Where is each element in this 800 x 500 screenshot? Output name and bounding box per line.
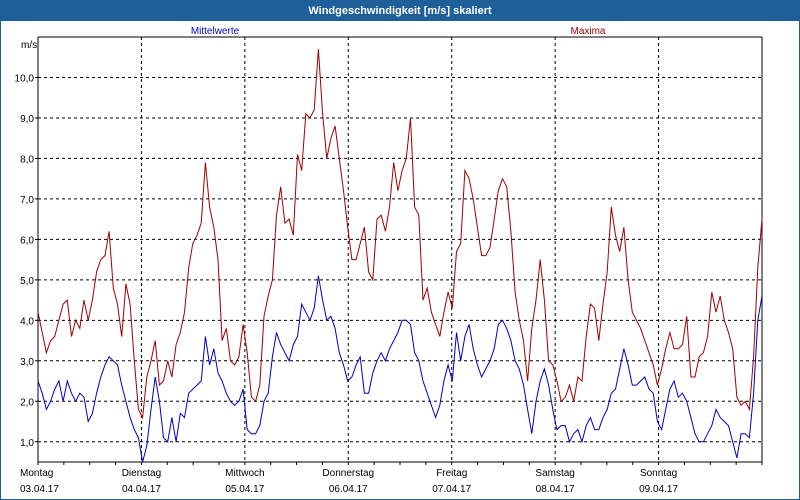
x-day-name: Sonntag: [640, 468, 677, 479]
y-tick-label: 8,0: [20, 154, 34, 165]
legend-mittelwerte: Mittelwerte: [191, 26, 240, 37]
x-day-date: 05.04.17: [225, 484, 264, 495]
y-axis-unit: m/s: [21, 40, 37, 51]
x-day-name: Freitag: [436, 468, 467, 479]
x-day-name: Mittwoch: [225, 468, 264, 479]
x-day-name: Donnerstag: [322, 468, 374, 479]
x-day-date: 08.04.17: [536, 484, 575, 495]
y-tick-label: 7,0: [20, 195, 34, 206]
series-lines: [37, 49, 763, 463]
x-day-date: 09.04.17: [639, 484, 678, 495]
series-line-maxima: [37, 49, 763, 420]
y-tick-labels: 1,0 2,0 3,0 4,0 5,0 6,0 7,0 8,0 9,0 10,0: [15, 73, 35, 448]
x-day-name: Dienstag: [122, 468, 161, 479]
legend-maxima: Maxima: [570, 26, 605, 37]
x-day-date: 03.04.17: [20, 484, 59, 495]
y-tick-label: 2,0: [20, 397, 34, 408]
plot-frame: [37, 36, 763, 463]
window-title: Windgeschwindigkeit [m/s] skaliert: [1, 1, 799, 21]
y-tick-label: 5,0: [20, 276, 34, 287]
y-tick-label: 3,0: [20, 357, 34, 368]
x-day-name: Montag: [20, 468, 53, 479]
x-day-labels: Montag 03.04.17 Dienstag 04.04.17 Mittwoch 05…: [20, 468, 678, 495]
y-tick-label: 1,0: [20, 438, 34, 449]
y-tick-label: 6,0: [20, 235, 34, 246]
grid-lines: [35, 37, 763, 465]
x-day-date: 04.04.17: [122, 484, 161, 495]
x-day-name: Samstag: [535, 468, 574, 479]
y-tick-label: 10,0: [15, 73, 35, 84]
x-day-date: 07.04.17: [432, 484, 471, 495]
x-day-date: 06.04.17: [329, 484, 368, 495]
series-line-mittelwerte: [37, 275, 763, 463]
y-tick-label: 9,0: [20, 114, 34, 125]
y-tick-label: 4,0: [20, 316, 34, 327]
